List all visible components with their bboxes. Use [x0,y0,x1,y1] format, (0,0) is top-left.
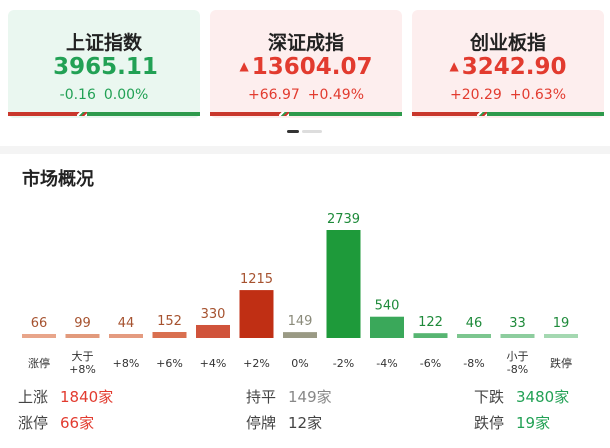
x-tick-label: +8% [112,357,140,370]
market-stats: 上涨 1840家 持平 149家 下跌 3480家 涨停 66家 停牌 12家 跌停 19家 [0,384,610,444]
stat-suspended-label: 停牌 [246,414,277,432]
index-card-shenzhen[interactable]: 深证成指 ▲ 13604.07 +66.97 +0.49% [210,10,402,118]
x-tick-label: -6% [419,357,442,370]
bar-value-label: 1215 [240,272,273,287]
trend-arrow-icon: ▲ [239,59,249,73]
bar-10 [457,334,491,338]
index-card-shanghai[interactable]: 上证指数 3965.11 -0.16 0.00% [8,10,200,118]
stat-limit-up: 涨停 66家 [18,412,94,433]
section-divider [0,146,610,154]
bar-value-label: 122 [418,315,443,330]
bar-value-label: 44 [118,316,135,331]
bar-8 [370,316,404,338]
pager-dot[interactable] [302,130,322,133]
bar-11 [500,334,535,338]
bar-value-label: 152 [157,314,182,329]
up-down-ratio-bar [8,112,200,116]
index-card-chinext[interactable]: 创业板指 ▲ 3242.90 +20.29 +0.63% [412,10,604,118]
index-change-value: +20.29 [449,87,502,103]
stat-flat-label: 持平 [246,388,277,406]
bar-6 [283,332,317,338]
index-cards: 上证指数 3965.11 -0.16 0.00% 深证成指 ▲ 13604.07 +… [8,10,604,118]
bar-value-label: 2739 [327,212,360,227]
bar-value-label: 66 [31,316,48,331]
bar-1 [65,334,100,338]
x-tick-label: 涨停 [28,357,50,370]
stat-up: 上涨 1840家 [18,386,113,407]
up-down-ratio-bar [412,112,604,116]
bar-value-label: 46 [466,316,483,331]
stat-limit-down: 跌停 19家 [474,412,550,433]
x-tick-label: 大于 +8% [69,350,96,376]
bar-9 [413,333,448,338]
stat-up-label: 上涨 [18,388,49,406]
x-tick-label: -4% [376,357,398,370]
bar-12 [544,334,578,338]
index-change: +20.29 +0.63% [412,87,604,103]
x-axis-labels: 涨停 大于 +8% +8% +6% +4% +2% 0% -2% -4% -6% -8% 小于 -8% 跌停 [0,350,610,382]
index-price: ▲ 13604.07 [239,54,373,80]
stat-limit-down-label: 跌停 [474,414,505,432]
stat-flat-value: 149家 [288,388,332,406]
x-tick-label: +2% [243,357,270,370]
bar-5 [239,290,274,338]
index-change-pct: +0.49% [307,87,365,103]
stat-down-value: 3480家 [516,388,570,406]
index-change: -0.16 0.00% [8,87,200,103]
stat-limit-down-value: 19家 [516,414,551,432]
bar-4 [196,324,230,338]
bar-value-label: 99 [74,316,91,331]
carousel-pager[interactable] [287,130,323,133]
stat-down-label: 下跌 [474,388,505,406]
bar-value-label: 149 [288,314,313,329]
trend-arrow-icon: ▲ [449,59,459,73]
index-name: 深证成指 [267,32,344,54]
section-title: 市场概况 [22,169,94,190]
stat-limit-up-value: 66家 [60,414,95,432]
x-tick-label: +4% [199,357,227,370]
index-name: 创业板指 [469,32,546,54]
x-tick-label: -2% [332,357,355,370]
x-tick-label: 小于 -8% [506,350,529,376]
bar-3 [152,332,187,338]
bar-value-label: 33 [509,316,526,331]
index-name: 上证指数 [65,32,142,54]
x-tick-label: 0% [291,357,309,370]
index-price: ▲ 3242.90 [449,54,567,80]
up-down-ratio-bar [210,112,402,116]
stat-flat: 持平 149家 [246,386,332,407]
x-tick-label: -8% [463,357,485,370]
bar-7 [326,230,361,338]
market-distribution-chart: 66 99 44 152 330 1215 149 2739 540 122 46 33 19 [0,195,610,345]
index-change-value: -0.16 [59,87,96,103]
bar-2 [109,334,143,338]
bar-0 [22,334,56,338]
x-tick-label: 跌停 [550,357,572,370]
index-price: 3965.11 [53,54,158,80]
index-change-pct: 0.00% [103,87,149,103]
stat-down: 下跌 3480家 [474,386,569,407]
distribution-bars: 66 99 44 152 330 1215 149 2739 540 122 46 33 19 [22,212,578,338]
pager-dot-active[interactable] [287,130,299,133]
stat-suspended-value: 12家 [288,414,323,432]
index-change: +66.97 +0.49% [210,87,402,103]
bar-value-label: 330 [201,307,226,322]
stat-limit-up-label: 涨停 [18,414,49,432]
stat-suspended: 停牌 12家 [246,412,322,433]
x-tick-label: +6% [156,357,183,370]
index-change-pct: +0.63% [509,87,567,103]
stat-up-value: 1840家 [60,388,114,406]
bar-value-label: 540 [375,299,400,314]
index-change-value: +66.97 [247,87,300,103]
bar-value-label: 19 [553,316,570,331]
